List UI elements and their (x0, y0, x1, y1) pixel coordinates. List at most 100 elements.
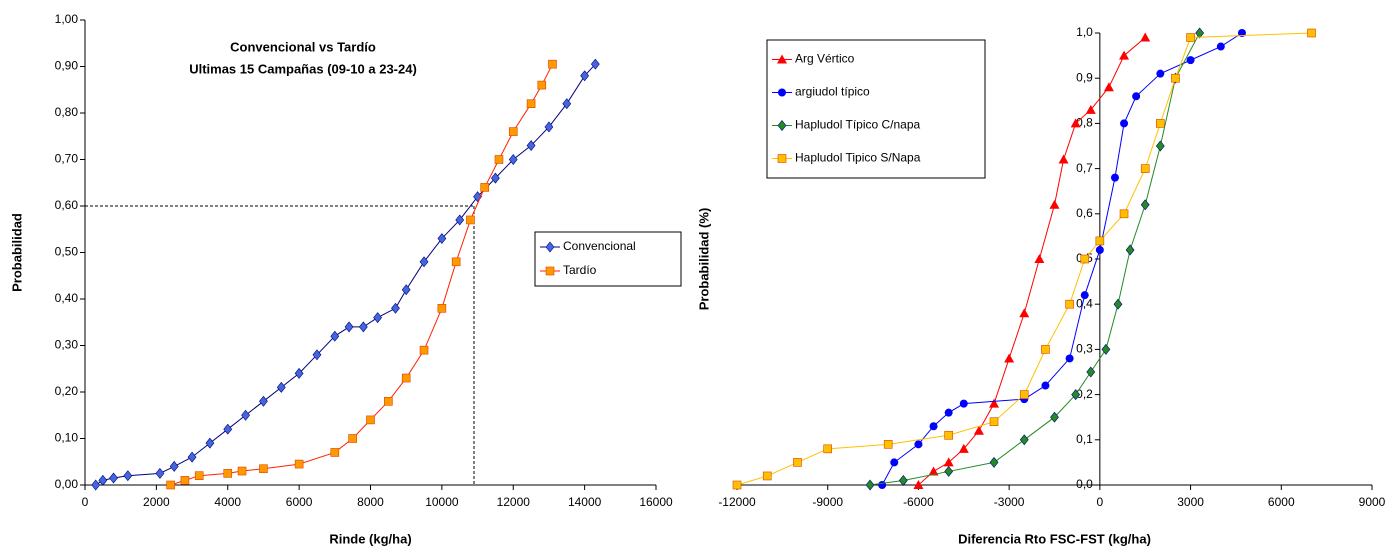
point (1216, 42, 1225, 51)
y-tick-label: 0,8 (1076, 116, 1093, 130)
y-tick-label: 0,7 (1076, 161, 1093, 175)
point (989, 417, 999, 427)
legend-marker (778, 88, 786, 97)
legend-label: Arg Vértico (795, 52, 855, 66)
point (989, 456, 999, 468)
point (491, 172, 500, 184)
point (358, 321, 368, 333)
point (508, 154, 518, 165)
point (793, 458, 802, 467)
y-tick-label: 0,90 (55, 59, 79, 73)
series-line (170, 63, 553, 486)
point (580, 70, 590, 82)
point (1095, 245, 1104, 254)
point (1085, 104, 1096, 114)
series-line (736, 32, 1312, 486)
point (1132, 92, 1141, 101)
point (526, 140, 536, 152)
point (1125, 244, 1135, 256)
y-tick-label: 0,20 (55, 384, 79, 398)
point (259, 395, 268, 407)
point (1307, 28, 1316, 38)
point (1080, 254, 1090, 264)
point (466, 215, 475, 225)
point (562, 98, 572, 110)
point (123, 470, 133, 482)
y-tick-label: 0,70 (55, 152, 79, 166)
point (494, 155, 504, 164)
point (401, 373, 411, 383)
point (1155, 140, 1165, 152)
legend-marker (545, 241, 555, 253)
point (1065, 299, 1074, 309)
y-tick-label: 0,0 (1076, 477, 1093, 491)
chart-title: Convencional vs Tardío (230, 39, 376, 54)
point (526, 99, 536, 108)
series-line (95, 63, 596, 486)
point (1086, 366, 1096, 378)
series-line (918, 37, 1146, 486)
point (1237, 29, 1246, 37)
x-tick-label: 8000 (357, 495, 384, 509)
x-tick-label: 0 (82, 495, 89, 509)
point (373, 312, 383, 324)
legend-marker (545, 266, 555, 276)
point (1140, 164, 1150, 173)
y-tick-label: 0,6 (1076, 206, 1093, 220)
y-tick-label: 0,00 (55, 477, 79, 491)
point (437, 233, 447, 245)
x-tick-label: 9000 (1359, 495, 1386, 509)
x-tick-label: -12000 (718, 495, 756, 509)
x-tick-label: 3000 (1177, 495, 1204, 509)
point (276, 381, 286, 393)
point (1103, 82, 1114, 92)
x-axis-label: Diferencia Rto FSC-FST (kg/ha) (958, 531, 1151, 546)
point (1004, 353, 1015, 363)
point (929, 422, 938, 431)
x-tick-label: 2000 (143, 495, 170, 509)
point (1080, 291, 1089, 300)
x-tick-label: 6000 (286, 495, 313, 509)
legend-box (766, 39, 986, 179)
legend-box (534, 231, 682, 287)
x-tick-label: 0 (1097, 495, 1104, 509)
x-tick-label: 16000 (639, 495, 673, 509)
point (330, 330, 340, 342)
point (437, 303, 447, 313)
point (1050, 411, 1059, 423)
y-tick-label: 0,50 (55, 245, 79, 259)
point (823, 444, 833, 454)
point (944, 408, 953, 417)
x-tick-label: -6000 (903, 495, 934, 509)
x-tick-label: 4000 (214, 495, 241, 509)
legend-label: Convencional (563, 239, 636, 253)
legend-label: Tardío (563, 263, 597, 277)
point (384, 396, 393, 406)
point (1186, 56, 1195, 65)
point (312, 349, 322, 361)
point (883, 440, 893, 449)
point (944, 430, 953, 440)
point (1041, 345, 1050, 354)
y-tick-label: 0,2 (1076, 387, 1093, 401)
point (451, 257, 461, 267)
point (1119, 50, 1130, 60)
point (544, 121, 554, 133)
x-tick-label: 10000 (425, 495, 459, 509)
point (344, 321, 354, 333)
point (944, 465, 954, 477)
y-tick-label: 0,30 (55, 338, 79, 352)
point (109, 472, 118, 484)
legend-label: argiudol típico (795, 85, 870, 99)
point (223, 423, 233, 435)
point (1186, 33, 1195, 42)
point (294, 459, 304, 469)
point (943, 457, 954, 467)
point (1156, 69, 1165, 78)
y-axis-label: Probabilidad (%) (696, 208, 711, 311)
point (1095, 236, 1105, 246)
point (1041, 381, 1050, 390)
y-tick-label: 0,60 (55, 198, 79, 212)
x-tick-label: -9000 (812, 495, 843, 509)
